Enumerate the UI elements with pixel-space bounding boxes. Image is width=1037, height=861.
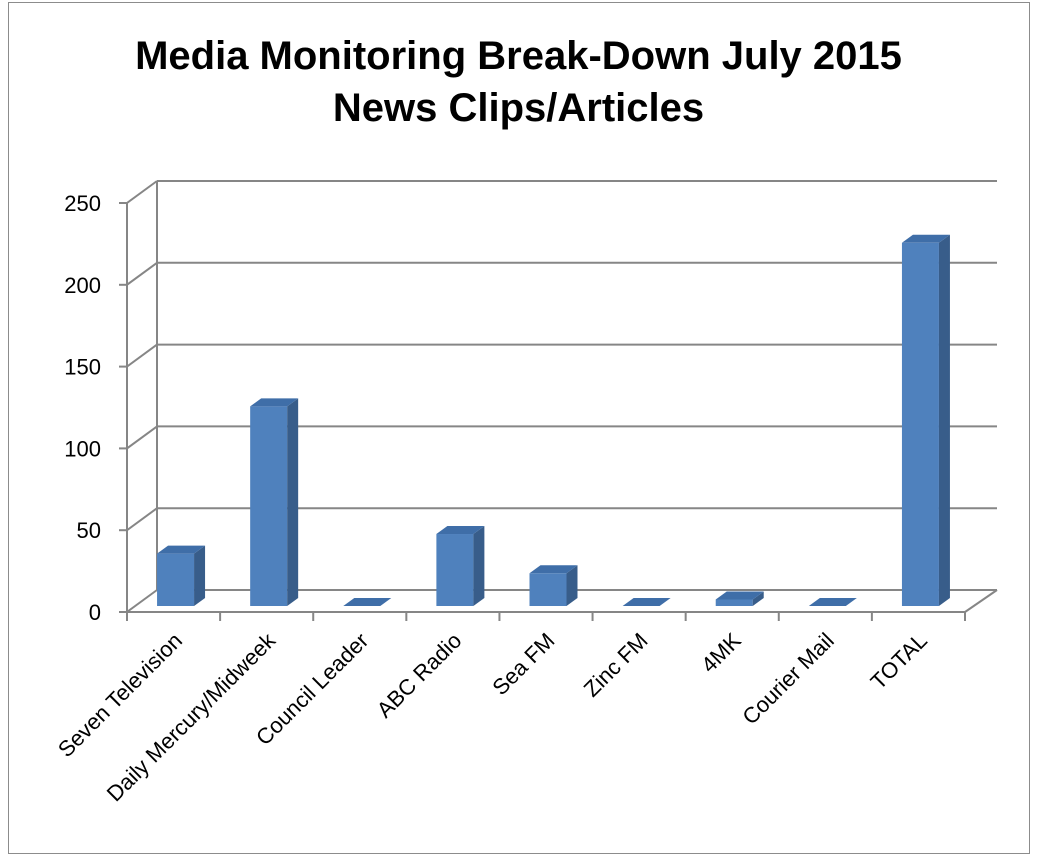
bar-top — [250, 398, 299, 407]
gridline-depth — [126, 425, 158, 450]
bar-top — [157, 545, 206, 554]
y-tick-label: 200 — [64, 273, 101, 298]
y-tick-label: 250 — [64, 191, 101, 216]
gridline-depth — [126, 343, 158, 368]
bar-front — [901, 242, 939, 607]
bar-front — [529, 573, 567, 606]
x-tick-label: Zinc FM — [579, 628, 653, 702]
bar-front — [250, 406, 288, 606]
bar — [529, 565, 578, 606]
gridline-depth — [126, 261, 158, 286]
x-tick-label: 4MK — [696, 628, 746, 678]
bar-top — [343, 598, 392, 606]
bar-side — [473, 526, 485, 606]
chart-title-line-2: News Clips/Articles — [332, 86, 705, 130]
gridline-depth — [126, 180, 158, 204]
chart-title: Media Monitoring Break-Down July 2015 Ne… — [0, 30, 1037, 134]
bar — [157, 545, 206, 606]
bar-top — [622, 598, 671, 606]
y-tick-label: 50 — [77, 518, 101, 543]
bar-front — [157, 553, 195, 606]
bar — [250, 398, 299, 606]
y-tick-labels: 0 50 100 150 200 250 — [64, 191, 101, 625]
bar-side — [194, 545, 206, 606]
floor-right-edge — [964, 589, 998, 613]
bar-front — [436, 534, 474, 606]
gridline-depth — [126, 589, 158, 613]
bar-front — [715, 599, 753, 606]
bar — [436, 526, 485, 606]
bar-side — [752, 591, 764, 606]
y-tick-label: 100 — [64, 436, 101, 461]
x-tick-label: TOTAL — [866, 628, 932, 694]
bar-side — [938, 234, 950, 607]
x-tick-label: Sea FM — [487, 628, 559, 700]
x-tick-label: Daily Mercury/Midweek — [102, 627, 281, 806]
bar-top — [901, 234, 950, 243]
chart-frame — [8, 2, 1030, 854]
axes — [119, 181, 998, 621]
bars — [157, 234, 950, 607]
bar — [808, 598, 857, 606]
y-tick-label: 150 — [64, 355, 101, 380]
gridline-depth — [126, 507, 158, 532]
bar-top — [436, 526, 485, 535]
bar — [622, 598, 671, 606]
bar — [901, 234, 950, 607]
bar-top — [808, 598, 857, 606]
bar-top — [715, 591, 764, 600]
x-tick-label: Courier Mail — [737, 628, 839, 730]
y-tick-label: 0 — [89, 600, 101, 625]
bar-top — [529, 565, 578, 574]
bar — [715, 591, 764, 606]
x-tick-label: ABC Radio — [372, 628, 467, 723]
bar-side — [566, 565, 578, 606]
bar — [343, 598, 392, 606]
bar-side — [287, 398, 299, 606]
chart-title-line-1: Media Monitoring Break-Down July 2015 — [135, 34, 902, 78]
